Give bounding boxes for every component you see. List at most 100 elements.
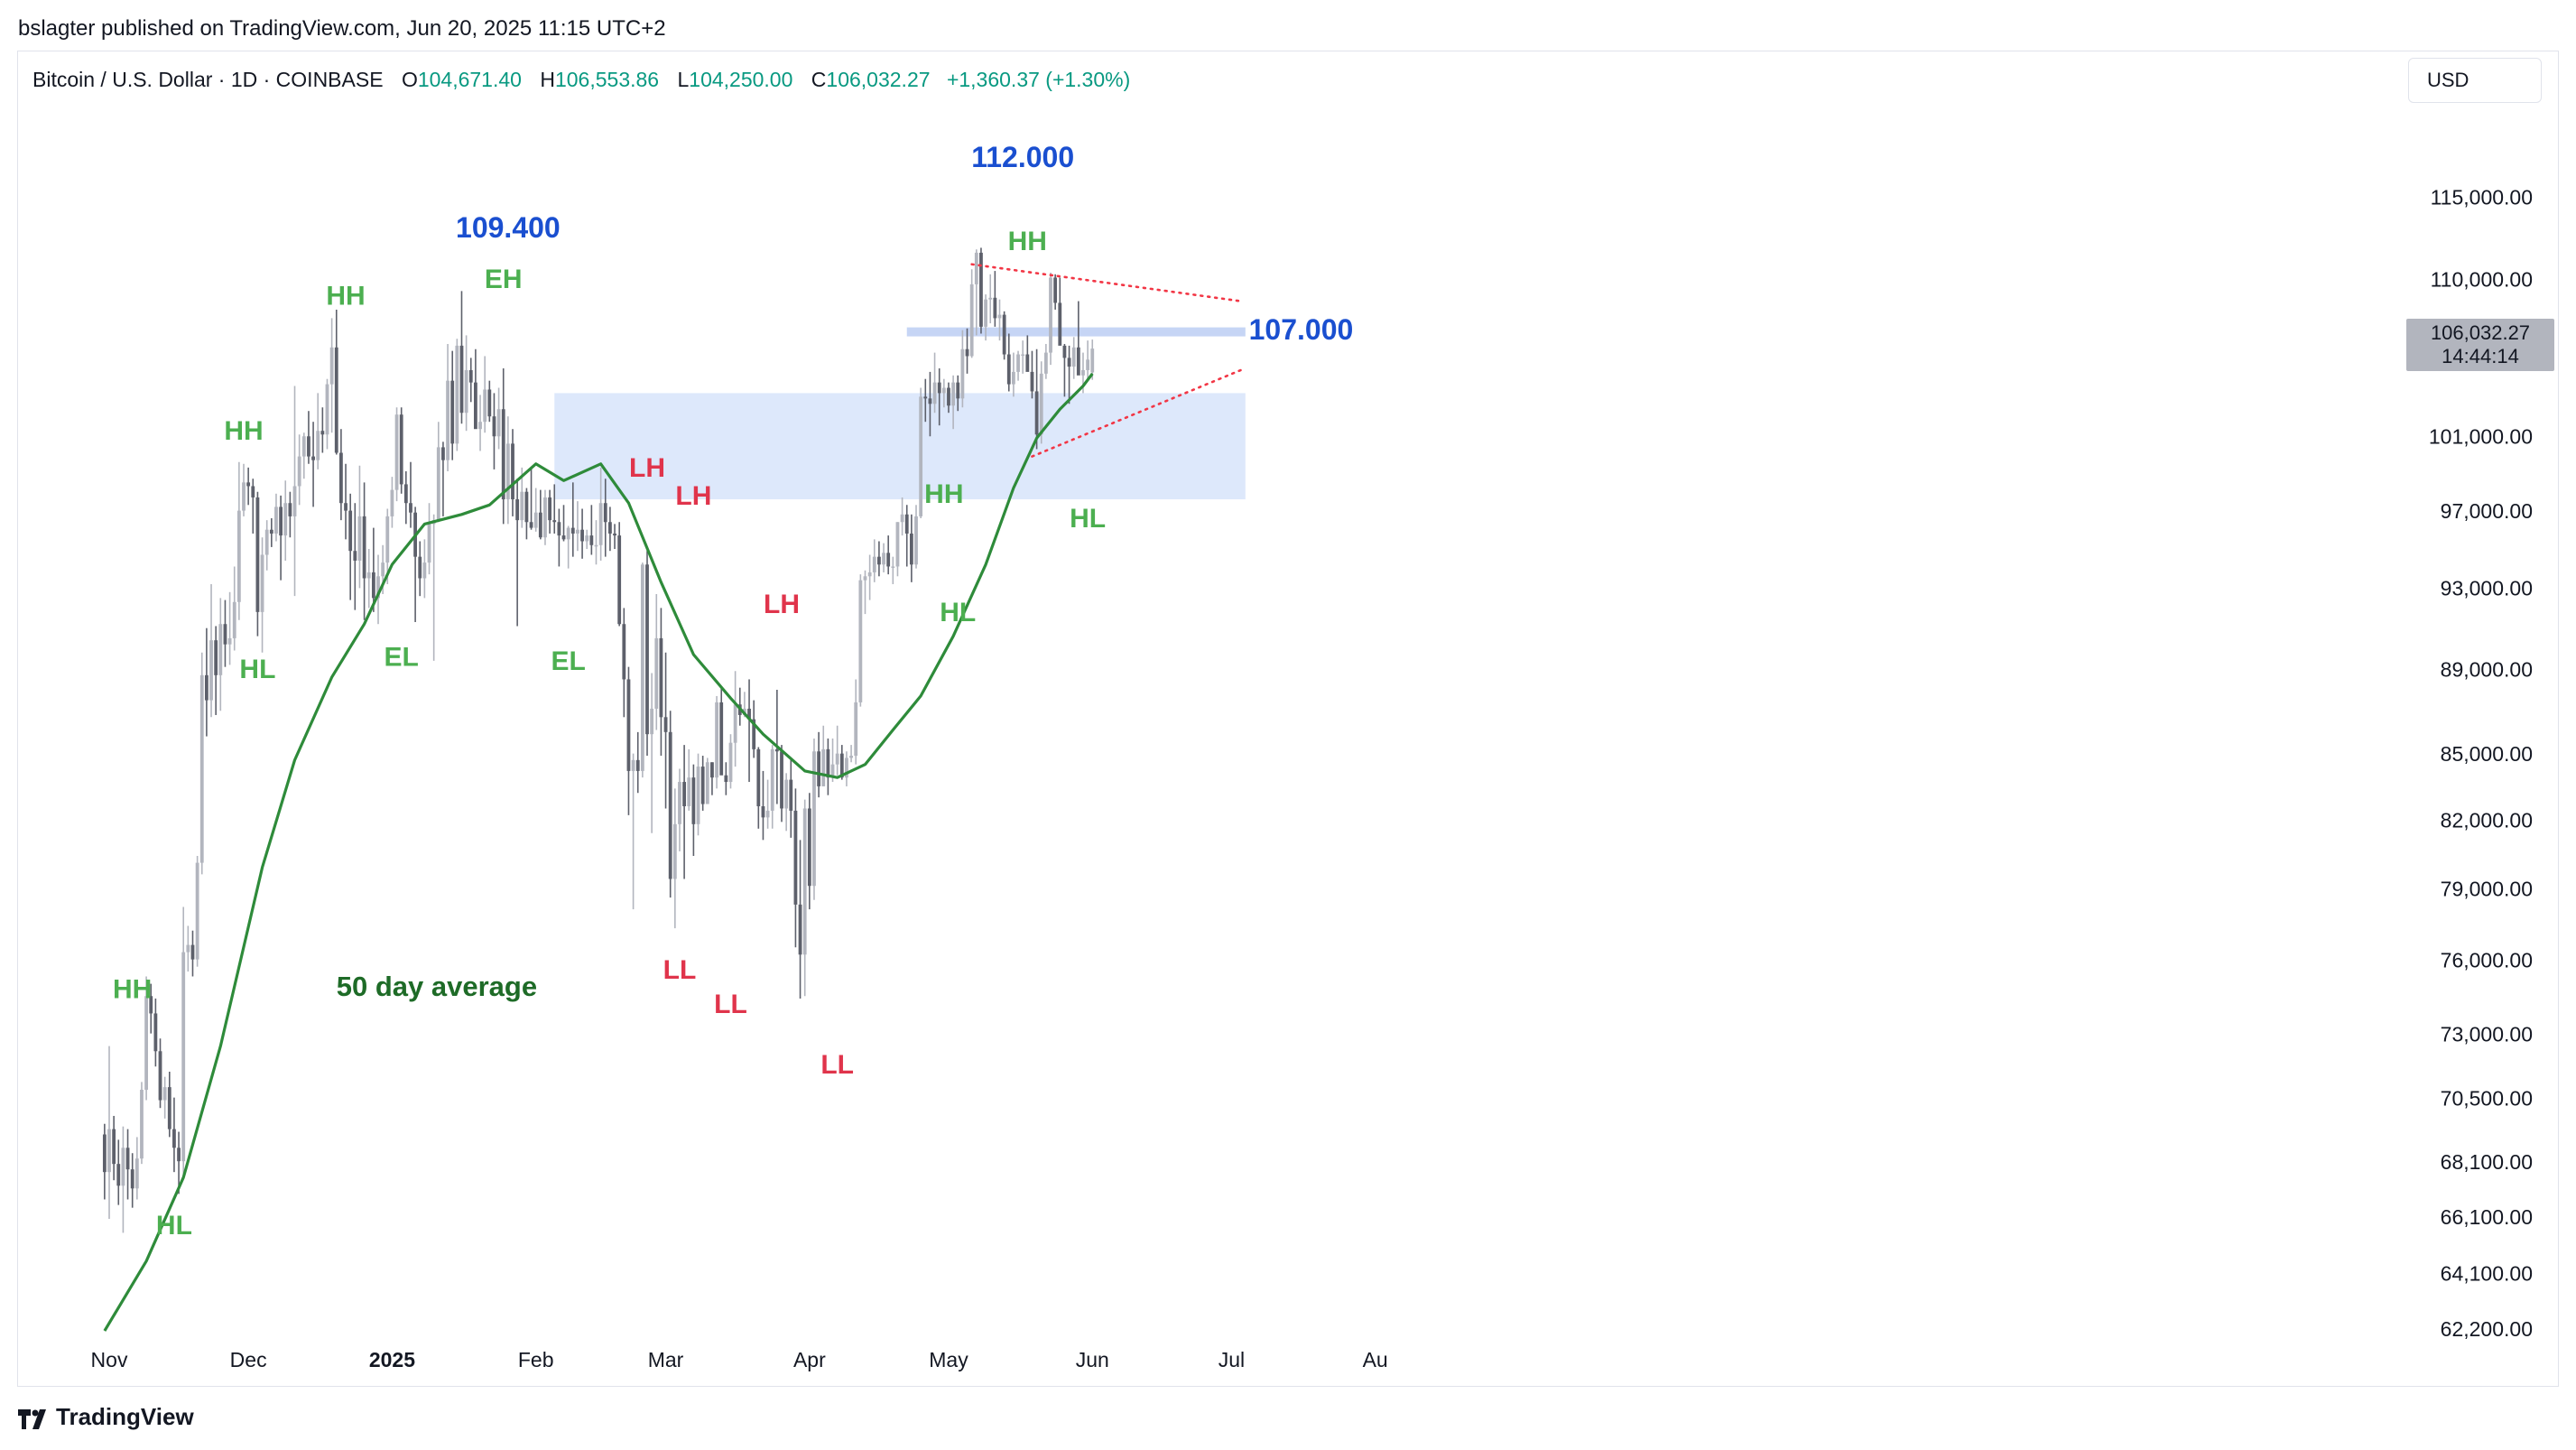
candle-body (1030, 371, 1034, 392)
y-tick-label: 68,100.00 (2441, 1150, 2533, 1174)
currency-selector[interactable]: USD (2408, 58, 2542, 103)
open-value: 104,671.40 (417, 68, 522, 91)
close-label: C (811, 68, 827, 91)
tradingview-logo[interactable]: TradingView (18, 1403, 194, 1431)
candle-body (524, 491, 529, 523)
candle-body (162, 1087, 167, 1101)
candle-body (1067, 358, 1071, 367)
candle-body (172, 1129, 176, 1148)
candle-body (325, 384, 329, 435)
candle-body (580, 529, 584, 542)
candle-body (134, 1158, 139, 1189)
candle-body (886, 553, 891, 567)
candle-body (687, 777, 691, 806)
swing-label-hl: HL (1070, 504, 1106, 534)
swing-label-ll: LL (714, 990, 747, 1019)
tradingview-logo-icon (18, 1408, 51, 1429)
candle-body (422, 562, 427, 579)
candle-body (882, 553, 885, 565)
symbol-legend: Bitcoin / U.S. Dollar · 1D · COINBASE O1… (32, 68, 1130, 92)
candle-body (784, 779, 789, 809)
candle-body (186, 944, 190, 953)
last-price-tag: 106,032.27 14:44:14 (2406, 319, 2554, 371)
high-value: 106,553.86 (554, 68, 660, 91)
candle-body (835, 753, 839, 765)
candle-body (1021, 354, 1025, 357)
candle-body (543, 497, 547, 538)
x-tick-label: Mar (648, 1348, 684, 1371)
candle-body (576, 529, 579, 534)
candle-body (598, 503, 603, 545)
y-tick-label: 82,000.00 (2441, 808, 2533, 832)
candle-body (195, 862, 199, 960)
candle-body (631, 759, 635, 771)
triangle-lower-line (1031, 368, 1242, 458)
candle-body (960, 349, 965, 399)
candle-body (715, 702, 718, 778)
candle-body (483, 389, 487, 423)
candle-body (418, 556, 422, 579)
candle-body (622, 624, 626, 680)
candle-body (348, 510, 353, 552)
candle-body (956, 382, 960, 399)
candle-body (678, 782, 681, 824)
candle-body (116, 1164, 121, 1186)
candle-body (928, 398, 932, 404)
candle-body (209, 640, 213, 701)
candle-body (909, 533, 913, 565)
candle-body (854, 702, 858, 757)
high-label: H (540, 68, 555, 91)
swing-label-el: EL (551, 646, 585, 676)
x-tick-label: Feb (518, 1348, 554, 1371)
candle-body (255, 497, 260, 612)
candle-body (1086, 359, 1090, 370)
low-label: L (677, 68, 690, 91)
candle-body (177, 1148, 181, 1162)
candle-body (696, 767, 700, 824)
candle-body (849, 756, 853, 758)
candle-body (997, 314, 1002, 319)
candle-body (1012, 371, 1015, 385)
candle-body (218, 624, 223, 675)
candle-body (1002, 314, 1006, 355)
candle-body (719, 702, 724, 776)
candle-body (900, 514, 904, 523)
candle-body (1043, 352, 1048, 374)
level-label: 109.400 (456, 211, 561, 244)
change-value: +1,360.37 (+1.30%) (946, 68, 1131, 91)
swing-label-ll: LL (663, 955, 697, 985)
y-tick-label: 73,000.00 (2441, 1023, 2533, 1046)
candle-body (487, 389, 492, 417)
tradingview-logo-text: TradingView (56, 1403, 194, 1430)
candle-body (149, 996, 153, 1014)
candle-body (153, 1013, 158, 1052)
candle-body (594, 544, 598, 547)
candle-body (872, 556, 876, 572)
candle-body (339, 452, 343, 504)
candle-body (478, 422, 482, 430)
level-label: 112.000 (971, 141, 1074, 173)
candle-body (492, 416, 496, 437)
candle-body (891, 566, 895, 568)
swing-label-ll: LL (820, 1050, 854, 1080)
candle-body (279, 507, 283, 536)
candle-body (830, 764, 835, 778)
candle-body (789, 779, 793, 811)
candle-body (242, 482, 246, 511)
candle-body (1058, 302, 1062, 346)
candle-body (320, 431, 325, 435)
candle-body (409, 503, 412, 513)
symbol-name[interactable]: Bitcoin / U.S. Dollar · 1D · COINBASE (32, 68, 384, 91)
candle-body (682, 782, 687, 806)
low-value: 104,250.00 (689, 68, 793, 91)
open-label: O (401, 68, 418, 91)
candle-body (984, 299, 987, 327)
ma50-line (103, 372, 1094, 1332)
candle-body (710, 762, 714, 778)
swing-label-hh: HH (224, 416, 263, 446)
candle-body (274, 507, 278, 534)
candle-body (821, 748, 826, 786)
y-tick-label: 62,200.00 (2441, 1317, 2533, 1341)
candle-body (1071, 347, 1076, 367)
